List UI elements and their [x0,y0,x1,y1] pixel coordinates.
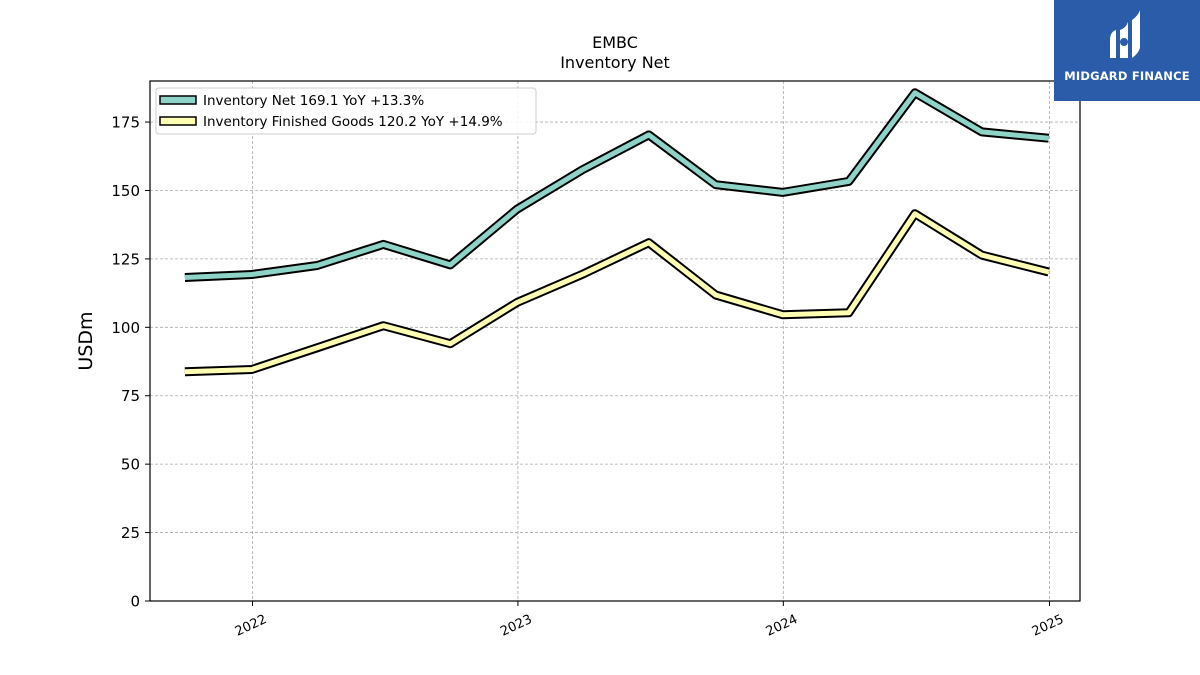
legend-box [155,87,537,135]
y-tick-label: 100 [111,319,140,337]
x-tick-label: 2025 [1030,612,1066,640]
y-tick-label: 75 [121,387,140,405]
y-tick-label: 25 [121,524,140,542]
x-tick-label: 2024 [764,612,800,640]
legend-label: Inventory Net 169.1 YoY +13.3% [203,93,424,109]
x-tick-label: 2023 [498,612,534,640]
brand-logo: MIDGARD FINANCE [1054,0,1200,101]
legend-swatch [159,95,197,105]
plot-frame [149,80,1081,602]
series-2-line [184,211,1050,375]
series-1-line [184,90,1049,280]
y-tick-label: 125 [111,250,140,268]
y-tick-label: 50 [121,456,140,474]
y-tick-label: 0 [130,593,140,611]
series-layer [184,88,1050,377]
y-tick-label: 150 [111,182,140,200]
logo-mark-icon [1110,10,1140,58]
y-axis-label: USDm [75,311,97,370]
x-tick-label: 2022 [233,612,269,640]
x-axis: 2022 2023 2024 2025 [233,601,1066,640]
grid-lines [150,81,1080,601]
legend-label: Inventory Finished Goods 120.2 YoY +14.9… [203,114,503,130]
legend-swatch [159,116,197,126]
logo-text: MIDGARD FINANCE [1064,69,1190,83]
legend: Inventory Net 169.1 YoY +13.3% Inventory … [155,87,537,135]
y-axis: 0 25 50 75 100 125 150 175 [111,114,150,611]
chart-subtitle: Inventory Net [560,53,670,72]
y-tick-label: 175 [111,114,140,132]
chart-title: EMBC [592,33,638,52]
